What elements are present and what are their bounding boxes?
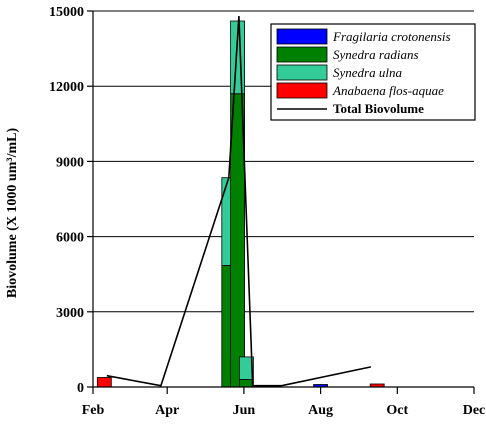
x-tick-label: Dec [463,403,486,418]
legend-swatch [276,28,328,45]
stacked-bars [96,20,385,388]
legend-label: Synedra radians [333,47,419,62]
y-tick-label: 3000 [56,306,84,321]
y-tick-label: 9000 [56,155,84,170]
y-tick-label: 6000 [56,231,84,246]
legend-swatch [276,82,328,99]
x-tick-label: Aug [308,403,333,418]
bar-segment [96,377,112,388]
axes: 0 3000 6000 9000 12000 15000 Feb Apr Jun Aug Oct De… [49,5,485,418]
x-tick-label: Apr [155,403,179,418]
bar-segment [230,93,246,388]
y-tick-label: 15000 [49,5,84,20]
bar-segment [239,379,254,388]
legend-swatch [276,46,328,63]
x-tick-label: Oct [386,403,408,418]
y-tick-label: 12000 [49,80,84,95]
total-line [106,15,372,387]
total-biovolume-line [106,15,372,387]
legend-label: Total Biovolume [333,101,424,116]
y-axis-title: Biovolume (X 1000 um³/mL) [5,128,20,299]
bar-segment [239,356,254,380]
legend-label: Anabaena flos-aquae [332,83,444,98]
legend-swatch [276,64,328,81]
legend-label: Fragilaria crotonensis [332,29,451,44]
x-tick-label: Jun [233,403,256,418]
legend: Fragilaria crotonensis Synedra radians Syn… [270,23,476,121]
legend-label: Synedra ulna [333,65,402,80]
y-tick-label: 0 [77,381,84,396]
x-tick-label: Feb [82,403,105,418]
